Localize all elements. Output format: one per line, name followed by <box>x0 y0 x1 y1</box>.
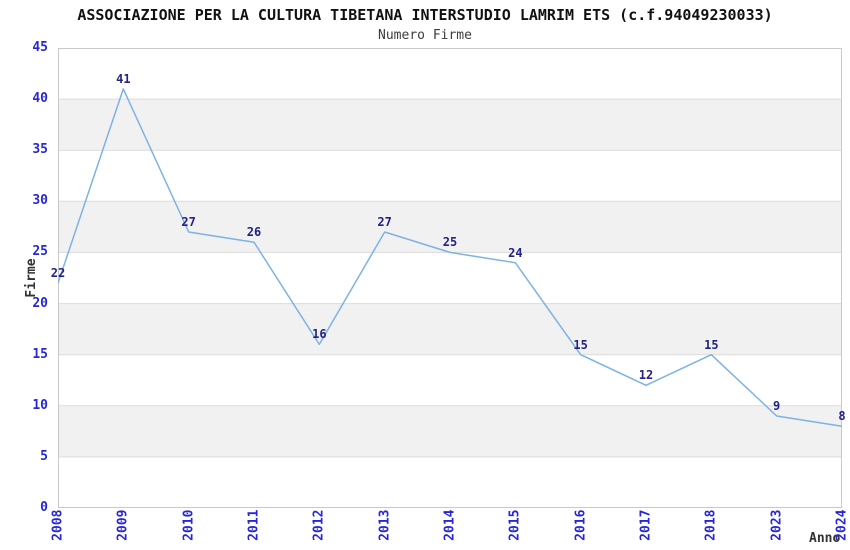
plot-area <box>58 48 842 508</box>
data-label: 8 <box>838 409 846 424</box>
data-label: 27 <box>181 215 196 229</box>
grid-band <box>58 99 842 151</box>
x-tick-label: 2024 <box>834 509 850 541</box>
data-label: 16 <box>312 327 327 342</box>
x-tick-label: 2015 <box>507 509 523 541</box>
x-tick-label: 2018 <box>703 509 719 541</box>
grid-band <box>58 405 842 457</box>
y-tick-label: 5 <box>40 448 48 464</box>
data-label: 24 <box>508 245 523 260</box>
data-label: 15 <box>573 337 588 352</box>
data-label: 25 <box>442 235 458 250</box>
y-tick-label: 30 <box>32 193 48 209</box>
plot-border <box>58 48 842 508</box>
x-tick-label: 2014 <box>442 509 458 541</box>
data-label: 12 <box>638 368 654 383</box>
x-tick-label: 2017 <box>638 509 654 541</box>
data-label: 27 <box>377 215 392 229</box>
x-tick-label: 2009 <box>115 509 131 541</box>
chart-subtitle: Numero Firme <box>378 28 472 43</box>
plot-svg <box>58 48 842 508</box>
y-tick-label: 15 <box>32 346 48 362</box>
x-tick-label: 2011 <box>246 509 262 541</box>
x-tick-label: 2012 <box>311 509 327 541</box>
data-label: 26 <box>246 225 262 240</box>
y-tick-label: 45 <box>32 40 48 55</box>
x-axis-label: Anno <box>809 531 841 546</box>
y-tick-label: 25 <box>32 244 48 260</box>
x-tick-label: 2013 <box>377 509 393 541</box>
x-tick-label: 2016 <box>573 509 589 541</box>
y-tick-label: 0 <box>40 500 48 515</box>
x-tick-label: 2008 <box>50 509 66 541</box>
x-tick-label: 2023 <box>769 509 785 541</box>
y-tick-label: 40 <box>32 91 48 107</box>
data-label: 41 <box>116 71 131 86</box>
y-tick-label: 20 <box>32 295 48 311</box>
data-label: 15 <box>704 337 719 352</box>
line-series <box>58 88 842 427</box>
data-label: 9 <box>773 399 781 413</box>
x-tick-label: 2010 <box>181 509 197 541</box>
y-tick-label: 35 <box>32 142 48 158</box>
data-label: 22 <box>50 266 66 281</box>
chart-title: ASSOCIAZIONE PER LA CULTURA TIBETANA INT… <box>77 6 773 24</box>
grid-band <box>58 201 842 253</box>
y-tick-label: 10 <box>32 397 48 413</box>
grid-band <box>58 303 842 355</box>
